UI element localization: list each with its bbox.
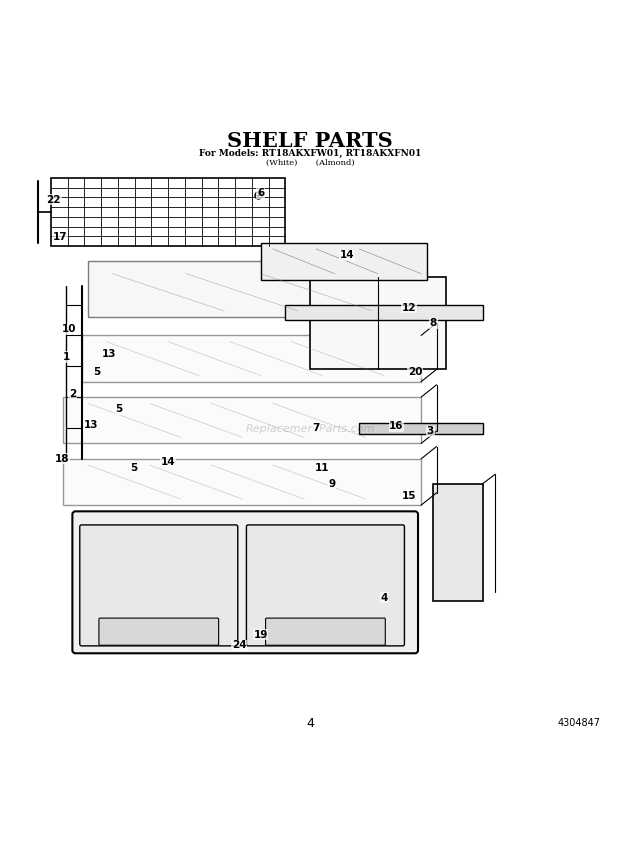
Text: 12: 12 (402, 303, 416, 312)
Text: 8: 8 (430, 318, 437, 328)
FancyBboxPatch shape (433, 484, 483, 601)
Text: 14: 14 (161, 457, 175, 467)
Text: 18: 18 (55, 454, 69, 464)
FancyBboxPatch shape (99, 618, 219, 645)
Text: 5: 5 (115, 405, 122, 414)
FancyBboxPatch shape (63, 397, 421, 443)
Text: ReplacementParts.com: ReplacementParts.com (246, 425, 374, 434)
Text: 1: 1 (63, 352, 70, 362)
Text: 6: 6 (257, 188, 264, 199)
FancyBboxPatch shape (285, 305, 483, 320)
Text: 16: 16 (389, 421, 404, 431)
FancyBboxPatch shape (82, 336, 421, 382)
FancyBboxPatch shape (260, 243, 427, 280)
Text: 15: 15 (402, 490, 416, 501)
Text: SHELF PARTS: SHELF PARTS (227, 131, 393, 151)
Text: 10: 10 (62, 324, 76, 334)
Text: 24: 24 (232, 640, 246, 651)
FancyBboxPatch shape (80, 525, 238, 646)
FancyBboxPatch shape (265, 618, 385, 645)
Text: 19: 19 (254, 630, 268, 639)
FancyBboxPatch shape (360, 423, 483, 434)
Text: For Models: RT18AKXFW01, RT18AKXFN01: For Models: RT18AKXFW01, RT18AKXFN01 (199, 149, 421, 158)
Text: 17: 17 (53, 232, 68, 241)
FancyBboxPatch shape (73, 511, 418, 653)
Text: 20: 20 (408, 367, 422, 377)
Text: 4: 4 (381, 592, 388, 603)
Text: 3: 3 (427, 426, 434, 436)
Text: 7: 7 (312, 423, 320, 433)
FancyBboxPatch shape (63, 459, 421, 505)
Text: 13: 13 (102, 349, 117, 359)
Text: 5: 5 (130, 463, 138, 473)
Text: 14: 14 (340, 250, 355, 260)
Text: 22: 22 (46, 194, 61, 205)
Text: 4304847: 4304847 (557, 718, 600, 728)
Text: 5: 5 (94, 367, 100, 377)
Text: (White)       (Almond): (White) (Almond) (266, 158, 354, 167)
Text: 4: 4 (306, 716, 314, 729)
Text: 13: 13 (84, 420, 98, 430)
Text: 2: 2 (69, 389, 76, 399)
FancyBboxPatch shape (310, 276, 446, 369)
Text: 11: 11 (315, 463, 330, 473)
FancyBboxPatch shape (246, 525, 404, 646)
Bar (51, 178, 285, 246)
FancyBboxPatch shape (88, 261, 409, 317)
Text: 9: 9 (328, 479, 335, 489)
